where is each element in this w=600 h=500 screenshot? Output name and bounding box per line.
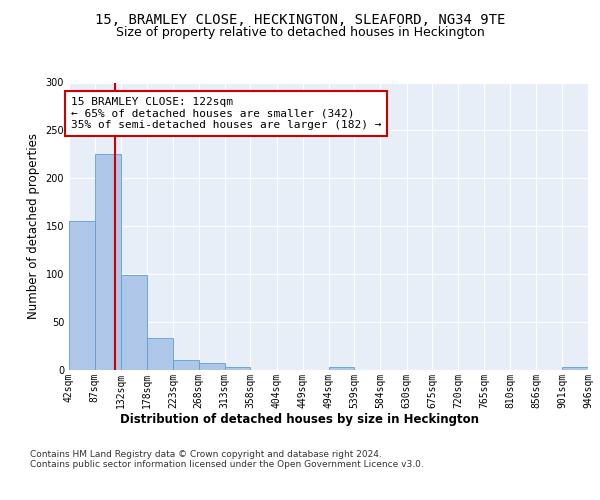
Bar <box>147 338 173 370</box>
Bar <box>562 367 588 370</box>
Text: Distribution of detached houses by size in Heckington: Distribution of detached houses by size … <box>121 412 479 426</box>
Y-axis label: Number of detached properties: Number of detached properties <box>27 133 40 320</box>
Bar <box>199 364 224 370</box>
Bar <box>121 275 146 370</box>
Text: 15 BRAMLEY CLOSE: 122sqm
← 65% of detached houses are smaller (342)
35% of semi-: 15 BRAMLEY CLOSE: 122sqm ← 65% of detach… <box>71 97 381 130</box>
Text: Size of property relative to detached houses in Heckington: Size of property relative to detached ho… <box>116 26 484 39</box>
Text: 15, BRAMLEY CLOSE, HECKINGTON, SLEAFORD, NG34 9TE: 15, BRAMLEY CLOSE, HECKINGTON, SLEAFORD,… <box>95 12 505 26</box>
Text: Contains HM Land Registry data © Crown copyright and database right 2024.
Contai: Contains HM Land Registry data © Crown c… <box>30 450 424 469</box>
Bar <box>95 154 121 370</box>
Bar <box>69 222 95 370</box>
Bar <box>329 367 355 370</box>
Bar <box>173 360 199 370</box>
Bar <box>224 367 250 370</box>
